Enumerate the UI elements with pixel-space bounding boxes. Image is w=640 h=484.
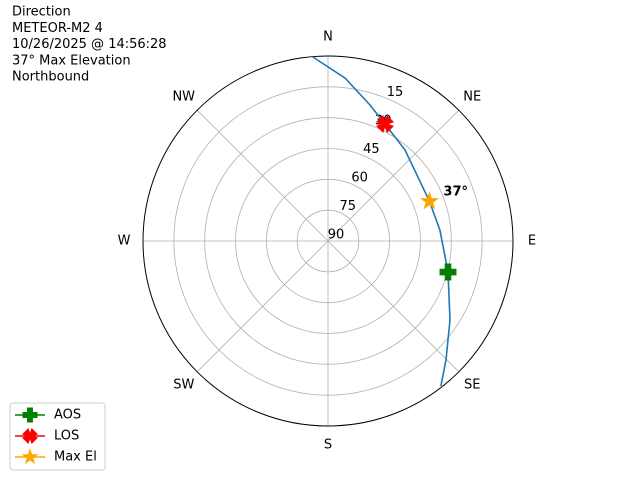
legend-label: LOS	[54, 429, 79, 444]
theta-tick-label: E	[528, 234, 536, 249]
theta-tick-label: S	[324, 438, 332, 453]
theta-tick-label: W	[118, 234, 131, 249]
grid-spoke	[327, 240, 460, 373]
grid-spoke	[327, 109, 460, 242]
annotation: 37°	[443, 185, 468, 200]
marker-x	[376, 115, 395, 134]
title-line: 37° Max Elevation	[12, 53, 131, 68]
legend-box	[9, 402, 106, 471]
title-line: Northbound	[12, 70, 89, 85]
legend-label: AOS	[54, 408, 81, 423]
r-tick-label: 45	[363, 142, 380, 157]
r-tick-label: 90	[328, 228, 345, 243]
grid-spoke	[196, 109, 329, 242]
theta-tick-label: NE	[463, 89, 481, 104]
polar-frame	[142, 55, 514, 427]
legend-label: Max El	[54, 450, 97, 465]
r-tick-label: 75	[340, 199, 357, 214]
title-line: Direction	[12, 5, 71, 20]
marker-plus	[439, 263, 457, 281]
theta-tick-label: NW	[172, 89, 195, 104]
theta-tick-label: SE	[464, 378, 480, 393]
title-line: METEOR-M2 4	[12, 21, 103, 36]
track-line	[312, 56, 451, 387]
marker-star	[419, 191, 439, 210]
legend-marker	[21, 448, 39, 465]
legend-marker	[21, 427, 39, 445]
theta-tick-label: SW	[173, 378, 194, 393]
grid-spoke	[196, 240, 329, 373]
theta-tick-label: N	[323, 30, 333, 45]
legend-marker	[22, 407, 38, 423]
r-tick-label: 15	[387, 85, 404, 100]
title-line: 10/26/2025 @ 14:56:28	[12, 37, 167, 52]
r-tick-label: 60	[351, 171, 368, 186]
